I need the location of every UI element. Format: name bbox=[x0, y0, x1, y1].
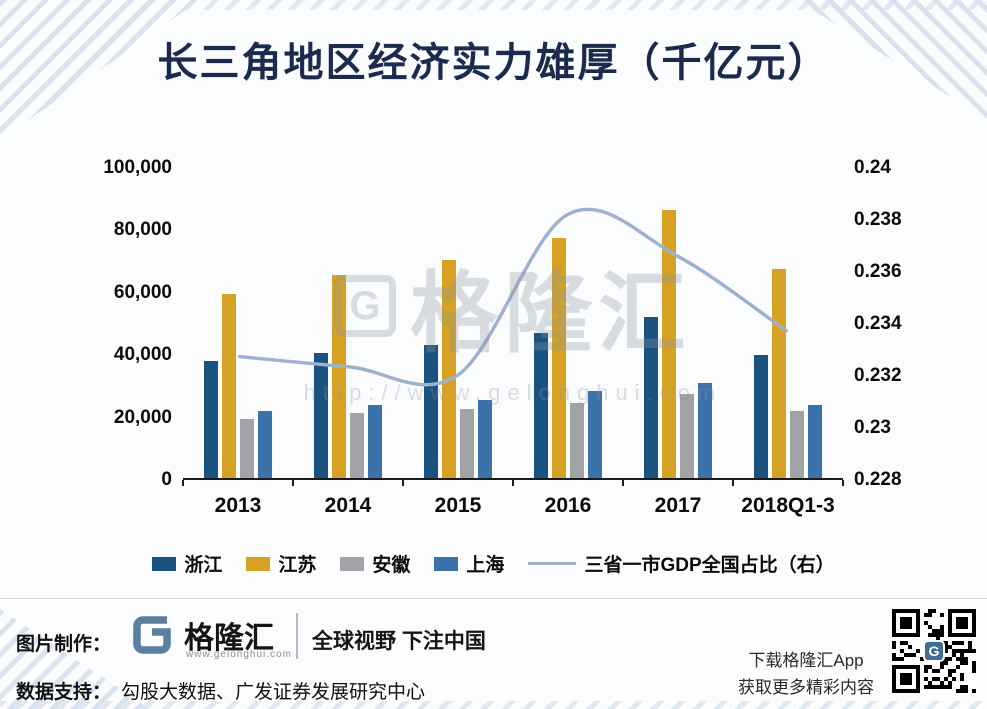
legend-line-swatch bbox=[528, 562, 577, 565]
bar-4-cat-5 bbox=[698, 382, 712, 478]
left-tick-label: 80,000 bbox=[113, 219, 172, 241]
bar-3-cat-5 bbox=[680, 393, 694, 478]
data-support-text: 勾股大数据、广发证券发展研究中心 bbox=[121, 682, 426, 703]
bar-2-cat-1 bbox=[222, 293, 236, 478]
right-tick-label: 0.234 bbox=[854, 313, 902, 334]
right-tick-label: 0.232 bbox=[854, 365, 902, 386]
chart-legend: 浙江 江苏 安徽 上海 三省一市GDP全国占比（右） bbox=[0, 550, 987, 577]
bar-4-cat-4 bbox=[588, 390, 602, 478]
qr-caption-more: 获取更多精彩内容 bbox=[738, 678, 874, 697]
bar-2-cat-2 bbox=[332, 275, 346, 478]
bar-1-cat-2 bbox=[314, 353, 328, 478]
legend-color-swatch bbox=[152, 556, 177, 571]
gdp-share-line bbox=[238, 207, 788, 387]
bar-2-cat-5 bbox=[662, 209, 676, 478]
legend-item-3: 安徽 bbox=[340, 550, 410, 577]
x-axis-label: 2015 bbox=[434, 494, 482, 517]
legend-label: 浙江 bbox=[184, 555, 223, 576]
bar-2-cat-3 bbox=[442, 259, 456, 478]
legend-label: 三省一市GDP全国占比（右） bbox=[584, 555, 835, 576]
bar-1-cat-3 bbox=[424, 345, 438, 478]
plot-area bbox=[182, 168, 844, 486]
x-axis-label: 2017 bbox=[654, 494, 702, 517]
x-axis-label: 2014 bbox=[324, 494, 372, 517]
left-tick-label: 40,000 bbox=[113, 344, 172, 366]
bar-1-cat-4 bbox=[534, 332, 548, 478]
left-tick-label: 60,000 bbox=[113, 281, 172, 303]
qr-captions: 下载格隆汇App 获取更多精彩内容 bbox=[728, 647, 884, 701]
bar-4-cat-1 bbox=[258, 410, 272, 478]
x-axis-label: 2016 bbox=[544, 494, 592, 517]
brand-site-url: www.gelonghui.com bbox=[186, 649, 292, 660]
x-axis-label: 2013 bbox=[214, 494, 262, 517]
page-title: 长三角地区经济实力雄厚（千亿元） bbox=[157, 41, 830, 85]
bar-1-cat-1 bbox=[204, 361, 218, 478]
qr-center-logo-icon: G bbox=[923, 640, 945, 662]
legend-item-5: 三省一市GDP全国占比（右） bbox=[528, 550, 835, 577]
right-tick-label: 0.24 bbox=[854, 157, 891, 178]
bar-3-cat-6 bbox=[790, 410, 804, 478]
qr-code bbox=[892, 609, 976, 693]
brand-name: 格隆汇 bbox=[184, 622, 274, 655]
x-axis-tickmark bbox=[182, 480, 184, 486]
x-axis-tickmark bbox=[292, 480, 294, 486]
x-axis-tickmark bbox=[842, 480, 844, 486]
x-axis-tickmark bbox=[512, 480, 514, 486]
legend-label: 江苏 bbox=[278, 555, 317, 576]
left-tick-label: 100,000 bbox=[103, 157, 172, 178]
legend-color-swatch bbox=[434, 556, 459, 571]
right-axis-ticks: 0.24 0.238 0.236 0.234 0.232 0.23 0.228 bbox=[854, 157, 954, 490]
bar-3-cat-4 bbox=[570, 403, 584, 478]
right-tick-label: 0.238 bbox=[854, 209, 902, 230]
bar-3-cat-2 bbox=[350, 412, 364, 478]
bar-1-cat-6 bbox=[754, 354, 768, 478]
qr-caption-download: 下载格隆汇App bbox=[748, 651, 864, 670]
vertical-divider bbox=[296, 613, 298, 659]
bar-3-cat-3 bbox=[460, 409, 474, 478]
legend-label: 上海 bbox=[466, 555, 505, 576]
right-tick-label: 0.228 bbox=[854, 469, 902, 490]
x-axis-labels: 2013 2014 2015 2016 2017 2018Q1-3 bbox=[183, 494, 843, 524]
legend-color-swatch bbox=[340, 556, 365, 571]
left-axis-ticks: 100,000 80,000 60,000 40,000 20,000 0 bbox=[56, 157, 172, 490]
bar-2-cat-4 bbox=[552, 237, 566, 478]
gelonghui-logo-icon bbox=[128, 611, 176, 659]
footer-divider bbox=[0, 598, 987, 599]
x-axis-label: 2018Q1-3 bbox=[741, 494, 835, 517]
legend-label: 安徽 bbox=[372, 555, 411, 576]
top-edge-stripes bbox=[0, 0, 987, 10]
x-axis-tickmark bbox=[732, 480, 734, 486]
footer: 图片制作： 格隆汇 www.gelonghui.com 全球视野 下注中国 数据… bbox=[0, 599, 987, 709]
data-support-line: 数据支持： 勾股大数据、广发证券发展研究中心 bbox=[16, 677, 425, 704]
bar-4-cat-6 bbox=[808, 404, 822, 478]
brand-slogan: 全球视野 下注中国 bbox=[312, 630, 486, 653]
left-tick-label: 0 bbox=[161, 469, 172, 490]
bar-3-cat-1 bbox=[240, 418, 254, 478]
legend-item-2: 江苏 bbox=[246, 550, 316, 577]
x-axis-tickmark bbox=[402, 480, 404, 486]
bar-1-cat-5 bbox=[644, 317, 658, 478]
data-support-label: 数据支持： bbox=[16, 682, 112, 703]
left-tick-label: 20,000 bbox=[113, 406, 172, 428]
made-by-label: 图片制作： bbox=[16, 634, 112, 655]
legend-color-swatch bbox=[246, 556, 271, 571]
legend-item-4: 上海 bbox=[434, 550, 504, 577]
x-axis-tickmark bbox=[622, 480, 624, 486]
bar-4-cat-3 bbox=[478, 400, 492, 478]
right-tick-label: 0.23 bbox=[854, 417, 891, 438]
bar-4-cat-2 bbox=[368, 404, 382, 478]
legend-item-1: 浙江 bbox=[152, 550, 222, 577]
right-tick-label: 0.236 bbox=[854, 261, 902, 282]
